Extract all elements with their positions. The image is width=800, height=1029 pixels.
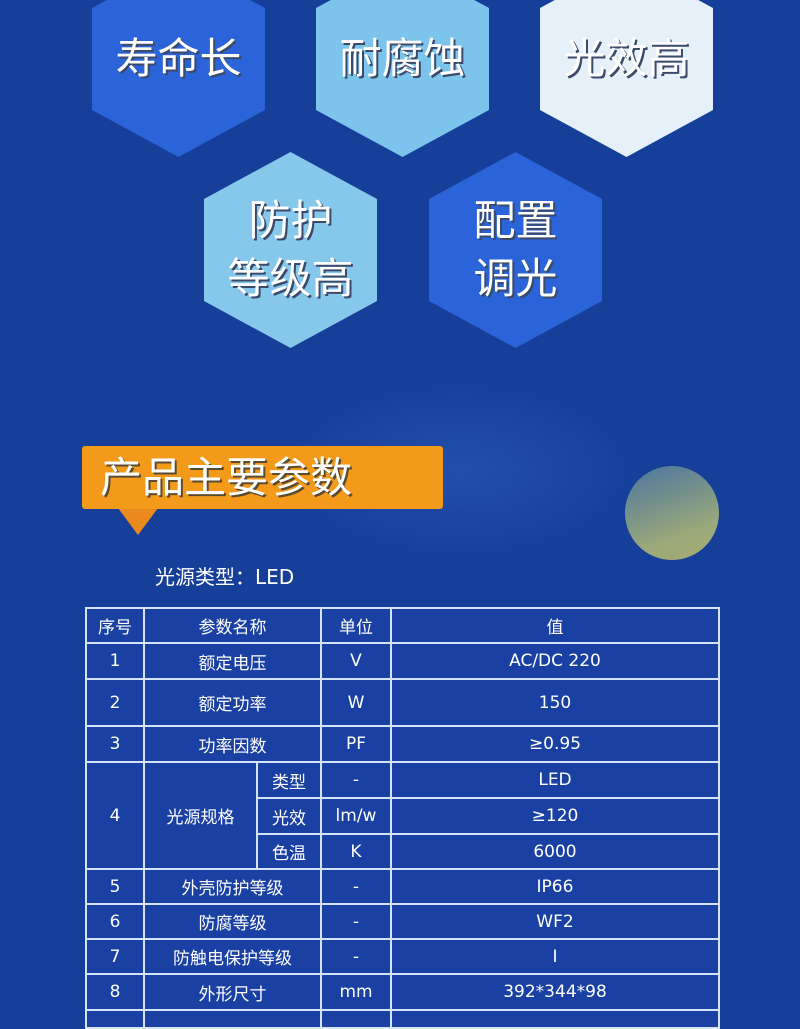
table-cell-partial [85, 1009, 145, 1029]
table-cell-value: 392*344*98 [390, 973, 720, 1011]
feature-hex-long-life: 寿命长 [92, 0, 265, 157]
feature-label: 耐腐蚀 [339, 34, 466, 83]
table-cell-no: 7 [85, 938, 145, 975]
table-cell-unit: - [320, 868, 392, 905]
table-cell-unit: K [320, 833, 392, 870]
table-cell-name: 外壳防护等级 [143, 868, 322, 905]
table-cell-unit: - [320, 903, 392, 940]
table-cell-subname: 色温 [256, 833, 322, 870]
table-cell-value: IP66 [390, 868, 720, 905]
table-cell-no: 1 [85, 642, 145, 680]
feature-hex-protection: 防护 等级高 [204, 152, 377, 348]
feature-hex-efficacy: 光效高 [540, 0, 713, 157]
table-cell-no: 4 [85, 761, 145, 870]
header-cell: 值 [390, 607, 720, 644]
table-cell-value: LED [390, 761, 720, 799]
table-cell-partial [143, 1009, 322, 1029]
decorative-circle [625, 466, 719, 560]
feature-label: 调光 [473, 254, 558, 303]
table-cell-unit: W [320, 678, 392, 727]
table-cell-no: 2 [85, 678, 145, 727]
table-cell-partial [390, 1009, 720, 1029]
table-cell-partial [320, 1009, 392, 1029]
feature-label: 光效高 [563, 34, 690, 83]
table-cell-unit: - [320, 938, 392, 975]
feature-label: 防护 [248, 196, 333, 245]
table-cell-name: 功率因数 [143, 725, 322, 763]
section-title: 产品主要参数 [82, 446, 443, 509]
table-cell-value: WF2 [390, 903, 720, 940]
table-cell-name: 防触电保护等级 [143, 938, 322, 975]
table-cell-value: ≥0.95 [390, 725, 720, 763]
table-cell-name: 光源规格 [143, 761, 258, 870]
table-cell-unit: mm [320, 973, 392, 1011]
table-cell-name: 防腐等级 [143, 903, 322, 940]
table-cell-value: ≥120 [390, 797, 720, 835]
table-cell-unit: lm/w [320, 797, 392, 835]
table-cell-name: 额定电压 [143, 642, 322, 680]
table-cell-unit: PF [320, 725, 392, 763]
header-cell: 单位 [320, 607, 392, 644]
header-cell: 参数名称 [143, 607, 322, 644]
table-cell-name: 外形尺寸 [143, 973, 322, 1011]
table-cell-subname: 光效 [256, 797, 322, 835]
table-cell-unit: - [320, 761, 392, 799]
table-cell-value: 150 [390, 678, 720, 727]
table-cell-no: 5 [85, 868, 145, 905]
table-cell-value: AC/DC 220 [390, 642, 720, 680]
table-cell-subname: 类型 [256, 761, 322, 799]
feature-label: 寿命长 [115, 34, 242, 83]
light-source-type: 光源类型：LED [155, 565, 295, 589]
feature-label: 等级高 [227, 254, 354, 303]
feature-hex-corrosion: 耐腐蚀 [316, 0, 489, 157]
table-cell-no: 3 [85, 725, 145, 763]
table-cell-no: 6 [85, 903, 145, 940]
feature-label: 配置 [473, 196, 558, 245]
table-cell-value: 6000 [390, 833, 720, 870]
table-cell-value: I [390, 938, 720, 975]
table-cell-no: 8 [85, 973, 145, 1011]
table-cell-unit: V [320, 642, 392, 680]
table-cell-name: 额定功率 [143, 678, 322, 727]
banner-pointer [118, 508, 158, 535]
header-cell: 序号 [85, 607, 145, 644]
feature-hex-dimming: 配置 调光 [429, 152, 602, 348]
